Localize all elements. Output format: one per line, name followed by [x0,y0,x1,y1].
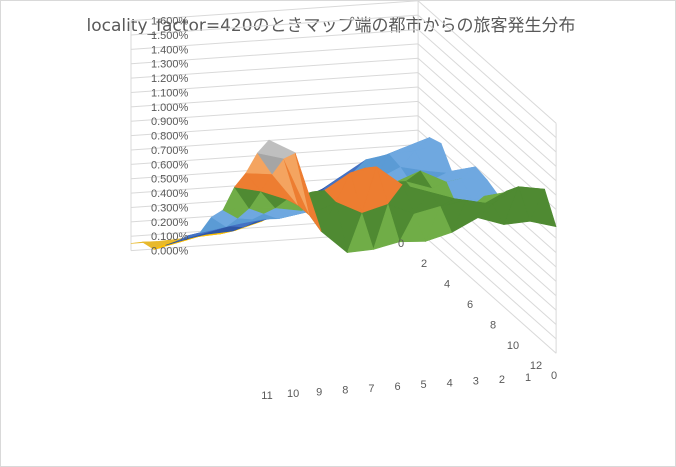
axis-tick-labels: 0.000% 0.100% 0.200% 0.300% 0.400% 0.500% 0.60… [151,16,557,402]
y-tick-label: 0 [398,238,404,250]
gridline [130,29,557,153]
x-tick-label: 7 [368,383,374,395]
gridline [130,57,557,182]
z-tick-label: 1.400% [151,44,189,56]
surface-facet [346,213,374,253]
x-tick-label: 2 [499,374,505,386]
z-tick-label: 0.800% [151,131,189,143]
surface-facet [425,206,453,242]
x-tick-label: 11 [261,390,272,402]
x-tick-label: 5 [421,379,427,391]
z-tick-label: 1.600% [151,16,189,28]
x-tick-label: 8 [342,385,348,397]
gridline [130,14,557,138]
x-tick-label: 9 [316,386,322,398]
surface-facet [373,204,400,250]
x-tick-label: 3 [473,376,479,388]
y-tick-label: 10 [507,340,519,352]
z-tick-label: 1.200% [151,73,189,85]
y-tick-label: 4 [444,279,450,291]
z-tick-label: 1.000% [151,102,189,114]
gridline [130,43,557,167]
x-tick-label: 1 [525,372,531,384]
z-tick-label: 0.500% [151,174,189,186]
y-tick-label: 8 [490,319,496,331]
surface-facet [477,204,505,225]
x-tick-label: 4 [447,377,453,389]
chart-title: locality_factor=420のときマップ端の都市からの旅客発生分布 [86,16,576,36]
y-tick-label: 6 [467,299,473,311]
z-tick-label: 0.600% [151,159,189,171]
surface-facet [294,152,322,232]
surface-mesh [130,137,557,253]
z-tick-label: 0.400% [151,188,189,200]
x-tick-label: 0 [551,370,557,382]
surface-facet [529,188,557,227]
z-tick-label: 1.300% [151,59,189,71]
surface-facet [451,200,479,233]
z-tick-label: 1.500% [151,30,189,42]
surface-facet [320,201,348,253]
y-tick-label: 2 [421,258,427,270]
x-tick-label: 6 [394,381,400,393]
z-tick-label: 0.100% [151,231,189,243]
x-tick-label: 10 [287,388,299,400]
surface-facet [399,213,426,243]
z-tick-label: 0.200% [151,217,189,229]
gridline [130,1,557,124]
z-tick-label: 0.300% [151,202,189,214]
surface-facet [268,139,296,159]
z-tick-label: 0.900% [151,116,189,128]
z-tick-label: 0.000% [151,246,189,258]
z-tick-label: 0.700% [151,145,189,157]
z-tick-label: 1.100% [151,87,189,99]
surface-facet [503,186,531,225]
y-tick-label: 12 [530,360,542,372]
